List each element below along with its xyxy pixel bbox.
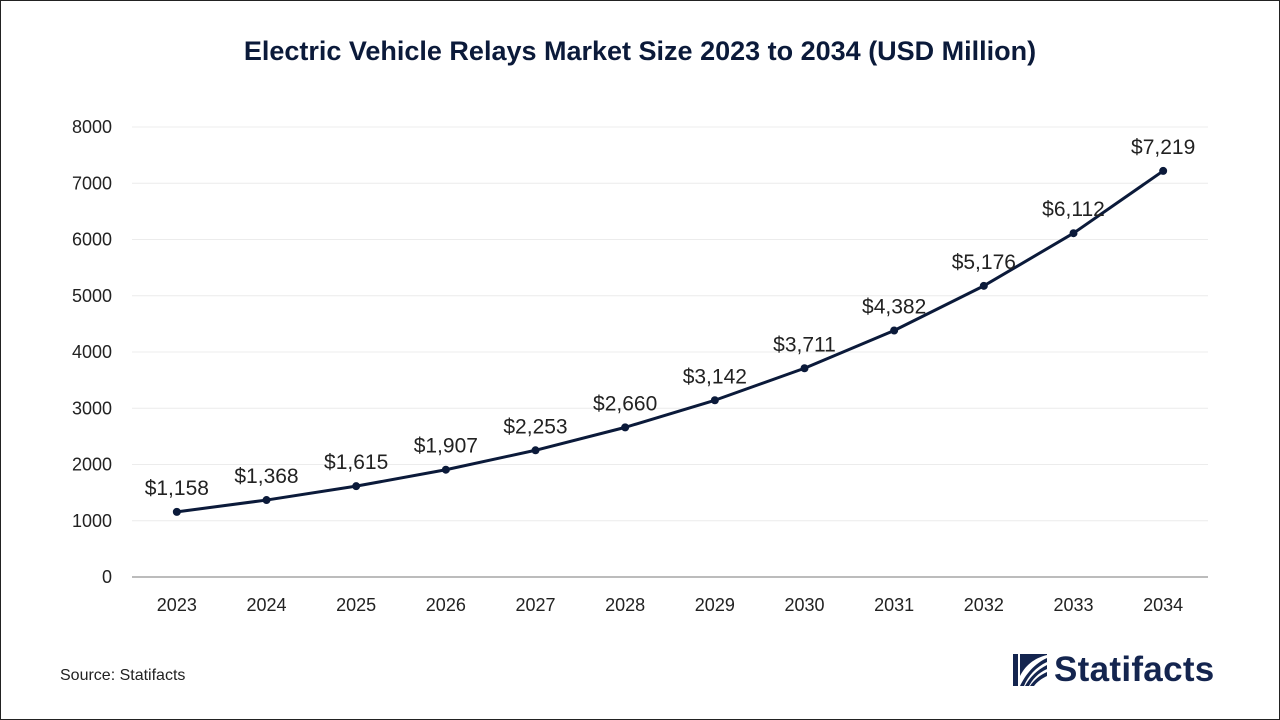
data-point	[710, 396, 719, 405]
data-labels: $1,158 $1,368 $1,615 $1,907 $2,253 $2,660 $3,1…	[145, 136, 1196, 500]
data-point	[441, 465, 450, 474]
data-point	[531, 446, 540, 455]
y-tick-label: 8000	[72, 117, 112, 137]
data-label: $7,219	[1131, 136, 1195, 159]
x-tick-label: 2025	[336, 595, 376, 615]
data-label: $2,660	[593, 392, 657, 415]
y-tick-labels: 0 1000 2000 3000 4000 5000 6000 7000 8000	[72, 117, 112, 587]
y-tick-label: 2000	[72, 455, 112, 475]
x-tick-label: 2023	[157, 595, 197, 615]
x-tick-label: 2029	[695, 595, 735, 615]
y-tick-label: 1000	[72, 511, 112, 531]
data-label: $4,382	[862, 296, 926, 319]
x-tick-label: 2026	[426, 595, 466, 615]
x-tick-labels: 2023 2024 2025 2026 2027 2028 2029 2030 2031 2032…	[157, 595, 1183, 615]
data-label: $5,176	[952, 251, 1016, 274]
source-note: Source: Statifacts	[60, 667, 186, 684]
data-label: $1,907	[414, 435, 478, 458]
data-point	[1069, 229, 1078, 238]
series-line-layer	[172, 166, 1168, 516]
x-tick-label: 2034	[1143, 595, 1183, 615]
x-tick-label: 2032	[964, 595, 1004, 615]
x-tick-label: 2028	[605, 595, 645, 615]
series-line	[176, 169, 1165, 514]
chart-title: Electric Vehicle Relays Market Size 2023…	[243, 36, 1037, 66]
y-tick-label: 0	[102, 567, 112, 587]
data-point	[890, 326, 899, 335]
data-label: $1,368	[234, 465, 298, 488]
data-point	[172, 507, 181, 516]
data-label: $2,253	[503, 415, 567, 438]
data-point	[262, 496, 271, 505]
data-label: $3,711	[773, 333, 836, 356]
brand-name: Statifacts	[1054, 650, 1215, 689]
x-tick-label: 2024	[246, 595, 286, 615]
data-label: $6,112	[1042, 198, 1105, 221]
data-label: $1,158	[145, 477, 209, 500]
data-point	[979, 281, 988, 290]
x-tick-label: 2033	[1053, 595, 1093, 615]
brand-logo: Statifacts	[1012, 650, 1215, 690]
x-tick-label: 2031	[874, 595, 914, 615]
statifacts-logo-icon	[1013, 654, 1047, 686]
y-tick-label: 6000	[72, 230, 112, 250]
data-point	[352, 482, 361, 491]
x-tick-label: 2027	[515, 595, 555, 615]
y-tick-label: 3000	[72, 398, 112, 418]
y-tick-label: 7000	[72, 173, 112, 193]
data-label: $1,615	[324, 451, 388, 474]
data-point	[1159, 166, 1168, 175]
data-point	[621, 423, 630, 432]
data-label: $3,142	[683, 365, 747, 388]
y-tick-label: 5000	[72, 286, 112, 306]
data-point	[800, 364, 809, 373]
x-tick-label: 2030	[784, 595, 824, 615]
gridlines	[132, 126, 1208, 522]
y-tick-label: 4000	[72, 342, 112, 362]
